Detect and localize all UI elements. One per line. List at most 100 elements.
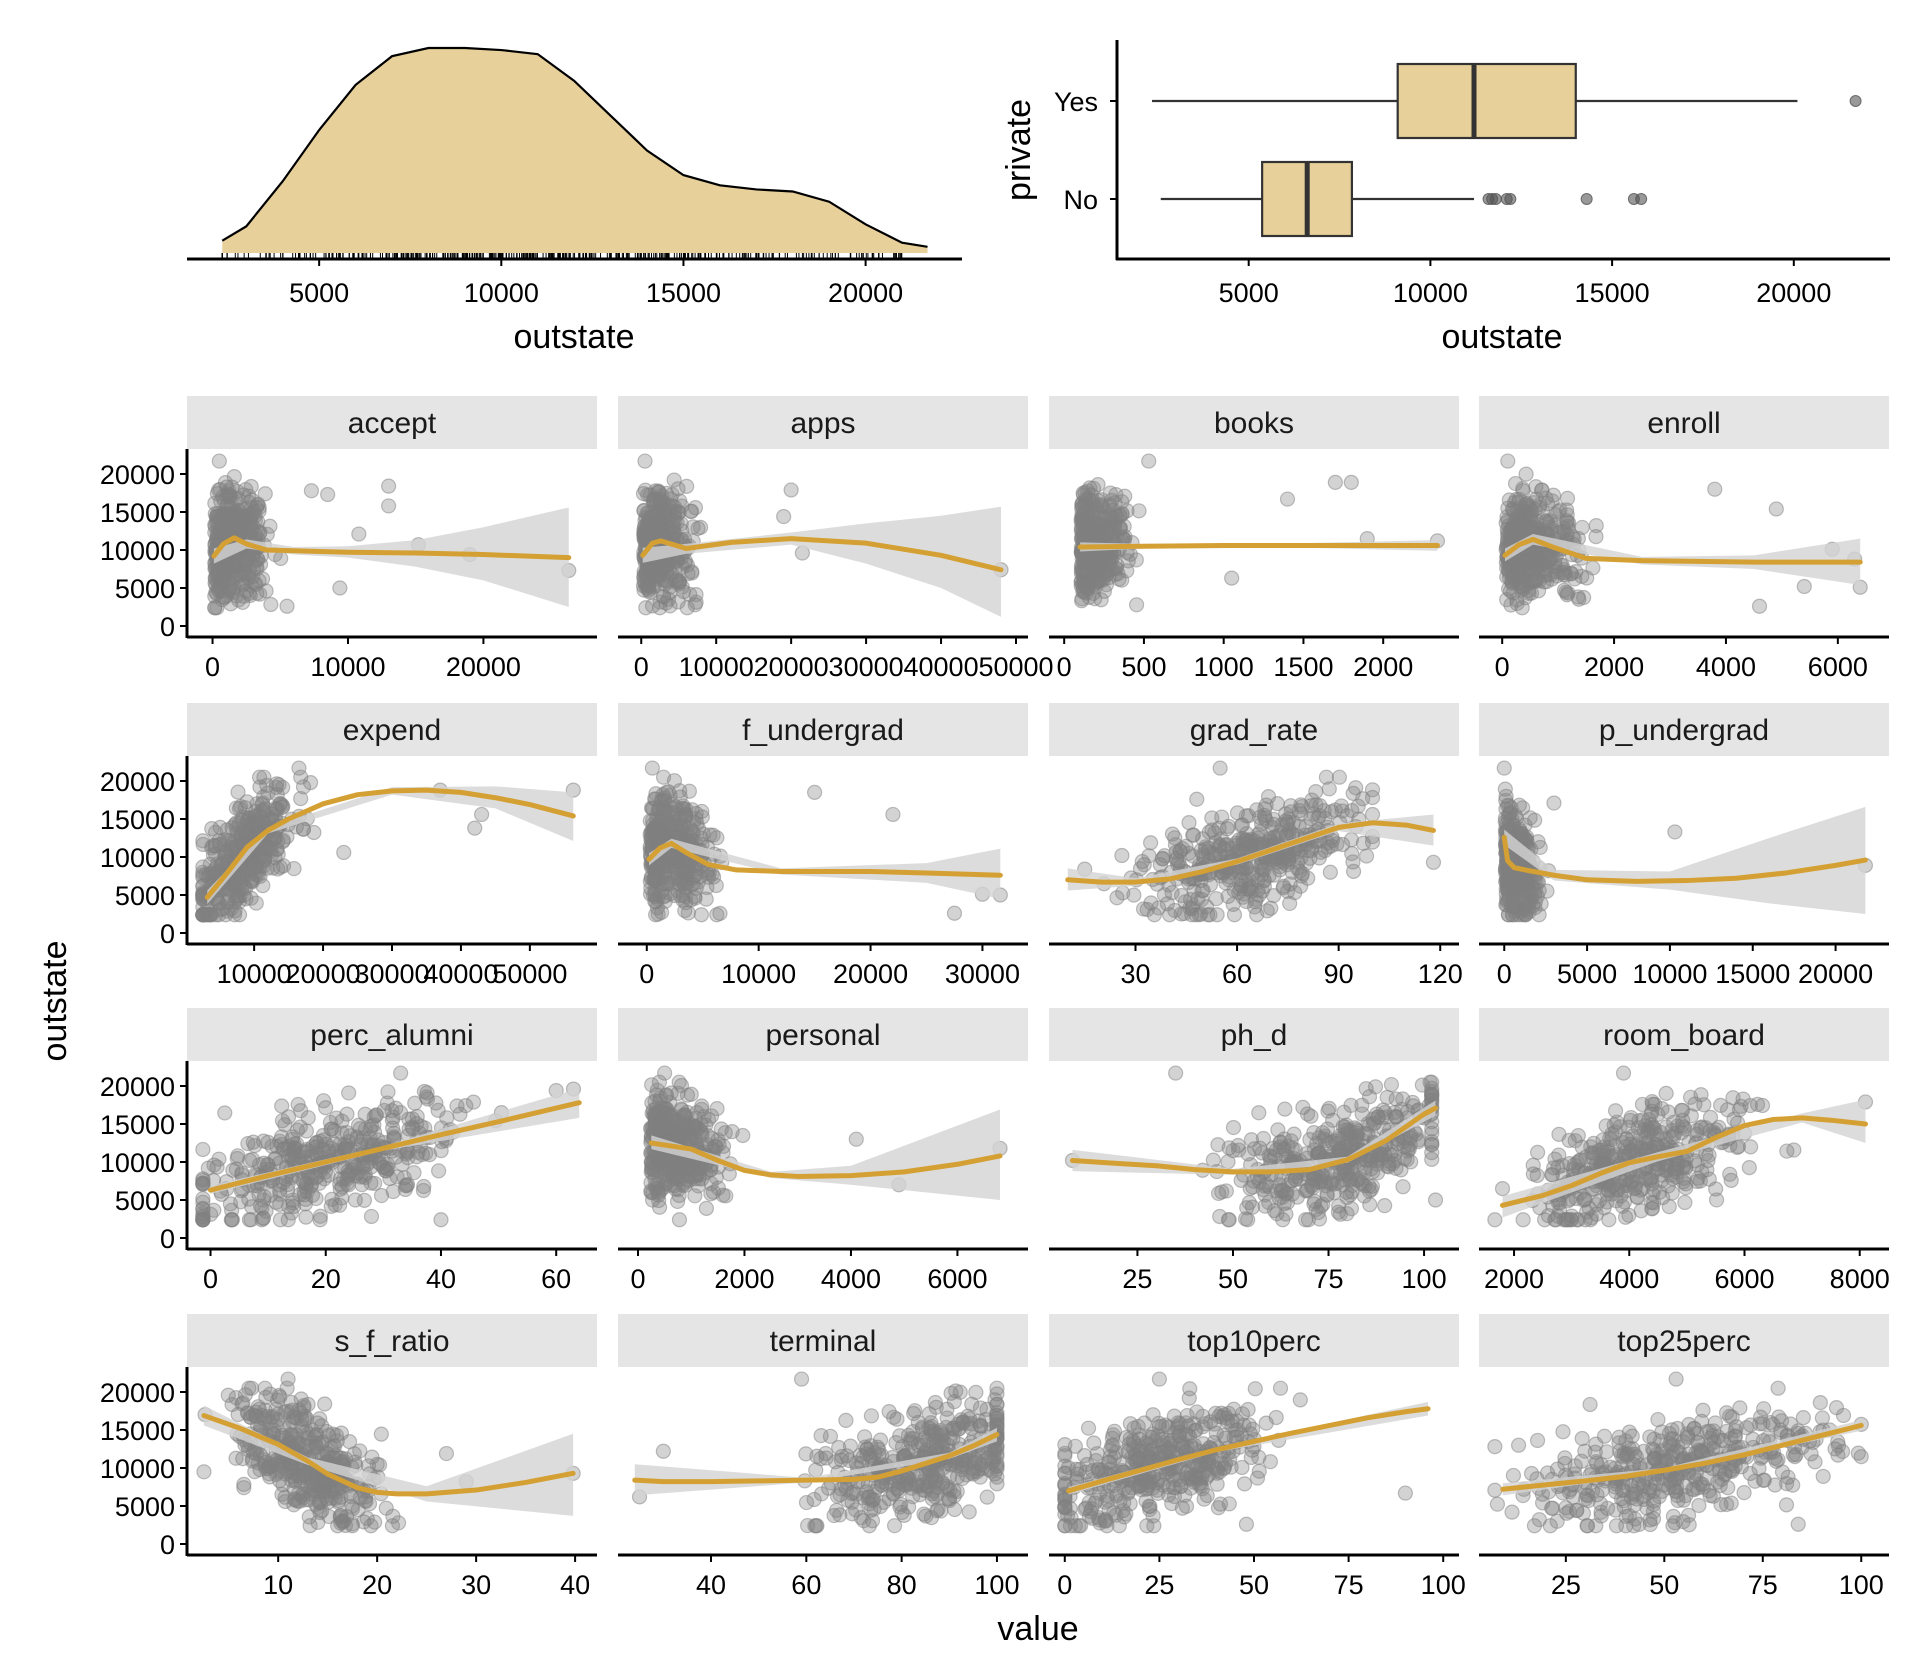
scatter-point <box>671 1212 688 1228</box>
scatter-point <box>249 585 265 601</box>
facet-x-tick-label: 40 <box>426 1264 456 1294</box>
scatter-point <box>458 1097 474 1114</box>
scatter-point <box>1164 826 1181 842</box>
facet-y-tick-label: 10000 <box>100 536 175 566</box>
scatter-point <box>1355 835 1371 851</box>
scatter-point <box>1279 491 1296 507</box>
density-x-tick-label: 10000 <box>464 278 539 308</box>
scatter-point <box>1193 843 1209 859</box>
facet-x-tick-label: 60 <box>1222 959 1252 989</box>
scatter-point <box>1085 571 1101 587</box>
scatter-point <box>1252 824 1268 840</box>
scatter-point <box>666 773 683 789</box>
scatter-point <box>212 901 229 917</box>
scatter-point <box>662 876 678 892</box>
scatter-points <box>1077 760 1442 923</box>
scatter-point <box>230 1148 246 1164</box>
scatter-point <box>195 1141 211 1158</box>
scatter-point <box>474 806 490 823</box>
facet-x-tick-label: 40000 <box>904 652 979 682</box>
scatter-point <box>373 1187 390 1204</box>
scatter-point <box>1768 501 1784 517</box>
scatter-point <box>1513 518 1529 534</box>
outlier-point <box>1849 95 1862 107</box>
scatter-point <box>272 859 288 875</box>
scatter-point <box>269 841 285 858</box>
facet-x-tick-label: 10000 <box>217 959 292 989</box>
scatter-point <box>381 498 397 514</box>
scatter-point <box>1518 466 1534 482</box>
scatter-point <box>279 598 295 614</box>
scatter-point <box>1496 760 1512 776</box>
scatter-point <box>638 600 654 616</box>
facet-strip-label: p_undergrad <box>1599 714 1769 747</box>
scatter-point <box>1585 560 1601 576</box>
scatter-point <box>1098 525 1115 541</box>
scatter-point <box>1119 563 1135 579</box>
scatter-point <box>1343 474 1359 490</box>
scatter-point <box>657 1065 673 1081</box>
outlier-point <box>1635 193 1648 205</box>
facet-panel-ph_d: ph_d25 50 75 100 <box>1049 1008 1459 1294</box>
facet-x-tick-label: 90 <box>1324 959 1354 989</box>
scatter-point <box>1224 570 1240 586</box>
scatter-point <box>1588 529 1604 545</box>
scatter-point <box>1322 864 1338 880</box>
facet-y-tick-label: 15000 <box>100 1110 175 1140</box>
scatter-point <box>1126 887 1142 903</box>
facet-x-tick-label: 0 <box>1497 959 1512 989</box>
facet-x-tick-label: 40000 <box>423 959 498 989</box>
scatter-point <box>650 1187 667 1203</box>
scatter-points <box>642 760 1008 923</box>
facet-x-tick-label: 4000 <box>821 1264 881 1294</box>
scatter-point <box>1546 795 1562 811</box>
facet-plot-area <box>635 453 1009 617</box>
scatter-point <box>351 526 367 542</box>
facet-x-tick-label: 0 <box>639 959 654 989</box>
scatter-point <box>1517 590 1533 606</box>
scatter-point <box>1557 564 1573 581</box>
scatter-point <box>256 789 272 805</box>
scatter-point <box>467 820 483 836</box>
scatter-point <box>230 592 247 608</box>
scatter-point <box>215 489 231 505</box>
scatter-point <box>271 777 287 793</box>
scatter-point <box>1544 493 1560 509</box>
scatter-point <box>257 486 273 502</box>
boxplot-x-tick-label: 10000 <box>1393 278 1468 308</box>
boxplot-x-tick-label: 15000 <box>1575 278 1650 308</box>
facet-x-tick-label: 20000 <box>1798 959 1873 989</box>
scatter-point <box>674 498 690 514</box>
facet-x-tick-label: 10000 <box>1632 959 1707 989</box>
scatter-point <box>286 860 302 877</box>
scatter-point <box>687 1188 703 1204</box>
scatter-point <box>224 1212 240 1228</box>
facet-panel-books: books 0 500 1000 1500 2000 <box>1049 396 1459 682</box>
scatter-point <box>1510 561 1526 577</box>
scatter-point <box>1212 760 1228 776</box>
facet-x-tick-label: 30000 <box>945 959 1020 989</box>
scatter-point <box>1497 781 1513 797</box>
facet-plot-area <box>643 1065 1008 1228</box>
facet-y-tick-label: 15000 <box>100 805 175 835</box>
scatter-point <box>715 1187 731 1203</box>
facet-x-tick-label: 0 <box>203 1264 218 1294</box>
facet-strip-label: apps <box>790 407 855 440</box>
scatter-point <box>1077 484 1093 501</box>
scatter-point <box>396 1170 412 1186</box>
scatter-point <box>848 1131 864 1147</box>
facet-panel-grad_rate: grad_rate 30 60 90 120 <box>1049 703 1463 989</box>
scatter-point <box>220 509 236 525</box>
density-x-tick-label: 20000 <box>828 278 903 308</box>
scatter-point <box>368 1107 385 1123</box>
scatter-point <box>1085 585 1101 602</box>
scatter-point <box>1505 907 1521 923</box>
scatter-point <box>212 512 229 528</box>
scatter-point <box>312 1212 328 1228</box>
facet-panel-personal: personal 0 2000 4000 6000 <box>618 1008 1028 1294</box>
scatter-point <box>1095 509 1112 525</box>
facet-x-tick-label: 2000 <box>1584 652 1644 682</box>
scatter-point <box>1245 867 1261 883</box>
scatter-point <box>439 1110 455 1126</box>
facet-x-tick-label: 20000 <box>833 959 908 989</box>
